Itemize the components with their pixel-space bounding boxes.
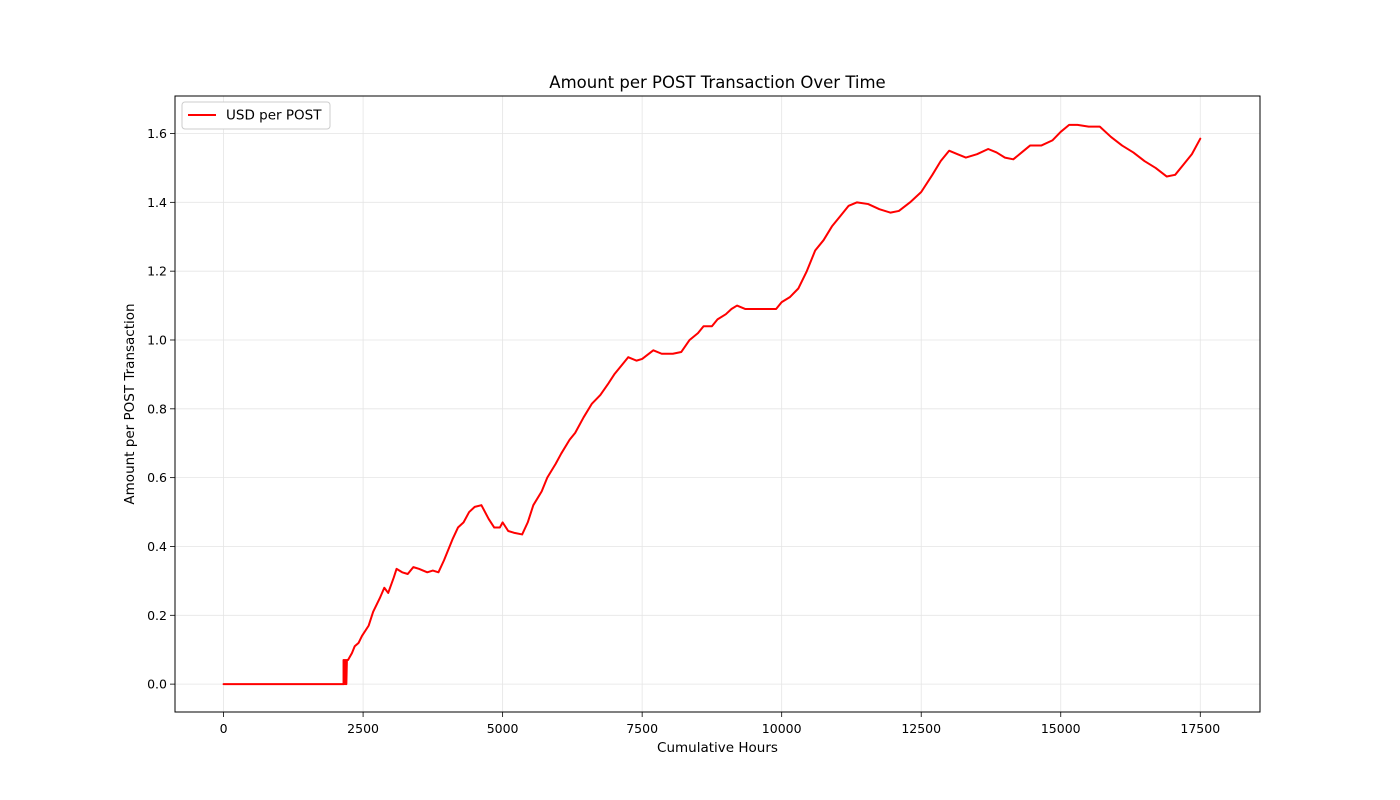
x-tick-label: 12500	[901, 721, 941, 736]
y-tick-label: 0.2	[147, 608, 167, 623]
x-tick-label: 17500	[1180, 721, 1220, 736]
chart-title: Amount per POST Transaction Over Time	[549, 73, 885, 92]
axis-ticks: 0 2500 5000 7500 10000 12500 15000 17500 0.0 0.2 0…	[147, 126, 1220, 736]
y-tick-label: 0.6	[147, 470, 167, 485]
y-tick-label: 1.0	[147, 332, 167, 347]
y-axis-label: Amount per POST Transaction	[122, 303, 138, 504]
x-tick-label: 10000	[762, 721, 802, 736]
x-tick-label: 7500	[626, 721, 658, 736]
x-tick-label: 15000	[1041, 721, 1081, 736]
grid	[175, 96, 1260, 712]
x-axis-label: Cumulative Hours	[657, 740, 778, 756]
series-line-usd-per-post	[222, 123, 1202, 686]
x-tick-label: 2500	[347, 721, 379, 736]
y-tick-label: 1.4	[147, 195, 167, 210]
series-layer	[222, 123, 1202, 686]
x-tick-label: 0	[220, 721, 228, 736]
legend-box	[181, 101, 331, 130]
y-tick-label: 0.0	[147, 677, 167, 692]
legend-label-usd-per-post: USD per POST	[226, 108, 322, 124]
x-tick-label: 5000	[487, 721, 519, 736]
y-tick-label: 1.2	[147, 264, 167, 279]
legend: USD per POST	[181, 101, 331, 130]
plot-frame	[174, 95, 1261, 713]
y-tick-label: 0.8	[147, 401, 167, 416]
y-tick-label: 0.4	[147, 539, 167, 554]
y-tick-label: 1.6	[147, 126, 167, 141]
